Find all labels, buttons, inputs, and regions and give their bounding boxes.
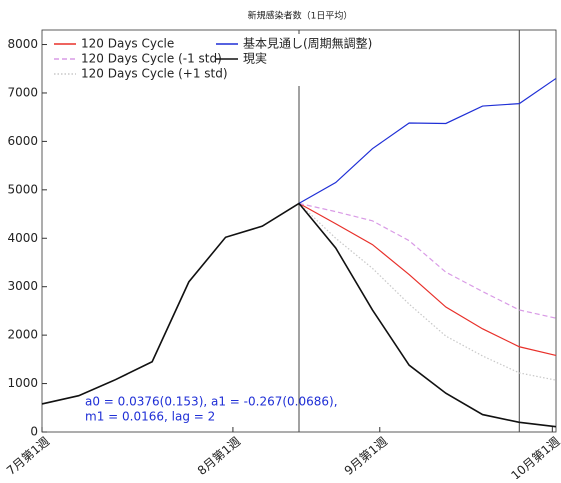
x-tick-label: 9月第1週 [342,434,390,478]
series-line [41,202,557,428]
y-tick-label: 7000 [7,85,38,99]
annotation: a0 = 0.0376(0.153), a1 = -0.267(0.0686), [85,395,338,409]
x-tick-label: 7月第1週 [4,434,52,478]
x-tick-label: 8月第1週 [195,434,243,478]
y-tick-label: 8000 [7,37,38,51]
y-tick-label: 0 [30,425,38,439]
y-tick-label: 5000 [7,182,38,196]
legend-label: 120 Days Cycle (-1 std) [81,52,222,66]
series-line [298,202,557,319]
legend-box [48,34,376,86]
legend-label: 基本見通し(周期無調整) [243,36,372,51]
annotation: m1 = 0.0166, lag = 2 [85,410,215,424]
series-line [298,202,557,357]
legend-label: 120 Days Cycle (+1 std) [81,67,228,81]
legend-label: 120 Days Cycle [81,37,174,51]
y-tick-label: 2000 [7,328,38,342]
y-tick-label: 6000 [7,134,38,148]
y-tick-label: 4000 [7,231,38,245]
series-line [298,202,557,381]
x-tick-label: 10月第1週 [508,434,561,479]
chart-title: 新規感染者数（1日平均） [248,10,353,22]
y-tick-label: 1000 [7,376,38,390]
legend-label: 現実 [243,51,267,66]
y-tick-label: 3000 [7,279,38,293]
series-line [298,77,557,204]
